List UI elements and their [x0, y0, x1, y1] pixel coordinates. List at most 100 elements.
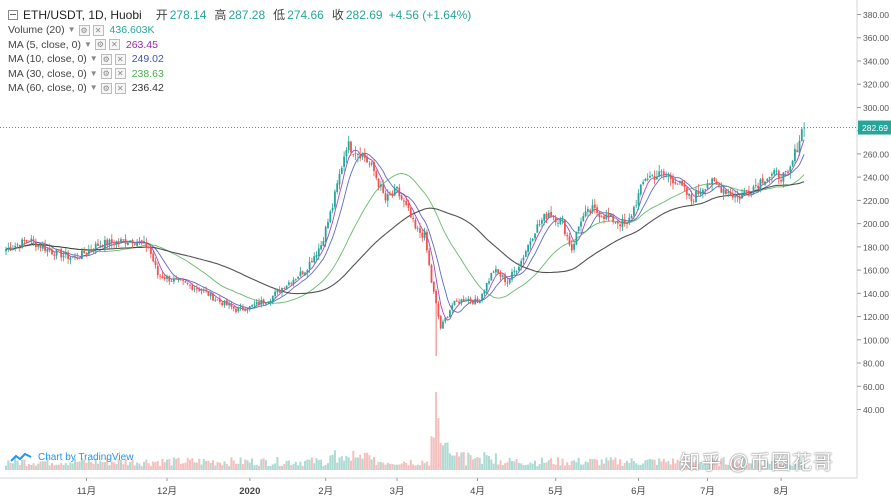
close-icon[interactable]: ✕	[108, 39, 120, 51]
volume-bar	[506, 462, 509, 470]
candle-body	[564, 219, 566, 235]
volume-bar	[48, 465, 51, 470]
candle-body	[690, 194, 693, 201]
candle-body	[626, 223, 628, 224]
indicator-name: Volume (20)	[8, 24, 65, 37]
candle-body	[649, 175, 651, 178]
chevron-down-icon[interactable]: ▼	[89, 83, 98, 93]
candle-body	[113, 243, 115, 245]
volume-bar	[492, 463, 495, 470]
symbol-title[interactable]: ETH/USDT, 1D, Huobi	[23, 7, 142, 22]
settings-icon[interactable]: ⚙	[100, 68, 112, 80]
candle-body	[449, 310, 451, 318]
candle-body	[587, 209, 589, 212]
candle-body	[403, 200, 405, 202]
close-icon[interactable]: ✕	[114, 68, 126, 80]
candle-body	[161, 276, 164, 278]
settings-icon[interactable]: ⚙	[94, 39, 106, 51]
candle-body	[419, 228, 421, 233]
candle-body	[603, 216, 605, 220]
candle-body	[704, 189, 707, 191]
indicator-legend-row[interactable]: MA (10, close, 0) ▼ ⚙ ✕ 249.02	[8, 52, 471, 67]
candle-body	[225, 300, 228, 306]
chevron-down-icon[interactable]: ▼	[89, 68, 98, 78]
volume-bar	[154, 462, 157, 470]
volume-bar	[287, 460, 290, 470]
volume-bar	[481, 463, 484, 470]
candle-body	[423, 231, 426, 238]
candle-body	[110, 239, 113, 243]
candle-body	[715, 181, 718, 185]
tradingview-credit[interactable]: Chart by TradingView	[10, 452, 133, 463]
volume-bar	[414, 465, 417, 470]
x-tick-label: 11月	[77, 486, 96, 497]
candle-body	[16, 244, 19, 246]
close-icon[interactable]: ✕	[114, 53, 126, 65]
indicator-name: MA (5, close, 0)	[8, 38, 81, 51]
change-value: +4.56 (+1.64%)	[388, 7, 472, 22]
candle-body	[85, 252, 88, 254]
candle-body	[124, 239, 127, 244]
volume-bar	[251, 458, 254, 470]
close-icon[interactable]: ✕	[92, 24, 104, 36]
candle-body	[239, 306, 242, 308]
candle-body	[780, 180, 782, 182]
volume-bar	[425, 461, 428, 470]
volume-bar	[593, 458, 596, 470]
candle-body	[294, 278, 297, 280]
candle-body	[409, 208, 412, 218]
volume-bar	[170, 465, 173, 470]
candle-body	[48, 247, 51, 251]
indicator-legend-row[interactable]: MA (30, close, 0) ▼ ⚙ ✕ 238.63	[8, 67, 471, 82]
volume-bar	[136, 462, 139, 470]
candle-body	[405, 201, 408, 205]
y-tick-label: 240.00	[863, 173, 889, 183]
volume-bar	[106, 458, 109, 470]
volume-bar	[163, 462, 166, 470]
low-value: 274.66	[287, 7, 324, 22]
collapse-icon[interactable]	[8, 9, 18, 20]
volume-bar	[317, 460, 320, 470]
candle-body	[143, 241, 145, 242]
volume-bar	[147, 463, 150, 470]
candle-body	[74, 257, 76, 258]
volume-bar	[16, 460, 19, 470]
volume-bar	[669, 464, 672, 470]
volume-bar	[483, 452, 486, 470]
chevron-down-icon[interactable]: ▼	[67, 25, 76, 35]
chevron-down-icon[interactable]: ▼	[83, 39, 92, 49]
volume-bar	[800, 462, 803, 470]
settings-icon[interactable]: ⚙	[100, 53, 112, 65]
volume-bar	[471, 459, 474, 470]
candle-body	[104, 239, 106, 249]
candle-body	[552, 215, 555, 217]
candle-body	[177, 278, 180, 280]
volume-bar	[761, 465, 764, 470]
indicator-legend-row[interactable]: Volume (20) ▼ ⚙ ✕ 436.603K	[8, 23, 471, 38]
volume-bar	[389, 463, 392, 470]
volume-bar	[501, 465, 504, 470]
volume-bar	[370, 459, 373, 470]
chevron-down-icon[interactable]: ▼	[89, 54, 98, 64]
candle-body	[490, 272, 493, 281]
volume-bar	[78, 461, 81, 470]
indicator-legend-row[interactable]: MA (5, close, 0) ▼ ⚙ ✕ 263.45	[8, 38, 471, 53]
volume-bar	[566, 462, 569, 470]
volume-bar	[64, 463, 67, 470]
indicator-name: MA (10, close, 0)	[8, 53, 87, 66]
close-icon[interactable]: ✕	[114, 82, 126, 94]
volume-bar	[124, 459, 127, 470]
volume-bar	[244, 459, 247, 470]
settings-icon[interactable]: ⚙	[100, 82, 112, 94]
volume-bar	[195, 462, 198, 470]
volume-bar	[701, 464, 704, 470]
candle-body	[232, 306, 235, 309]
candle-body	[616, 221, 619, 224]
candle-body	[345, 149, 348, 157]
candle-body	[644, 179, 647, 181]
volume-bar	[241, 463, 244, 470]
indicator-legend-row[interactable]: MA (60, close, 0) ▼ ⚙ ✕ 236.42	[8, 81, 471, 96]
settings-icon[interactable]: ⚙	[78, 24, 90, 36]
volume-bar	[113, 462, 116, 470]
